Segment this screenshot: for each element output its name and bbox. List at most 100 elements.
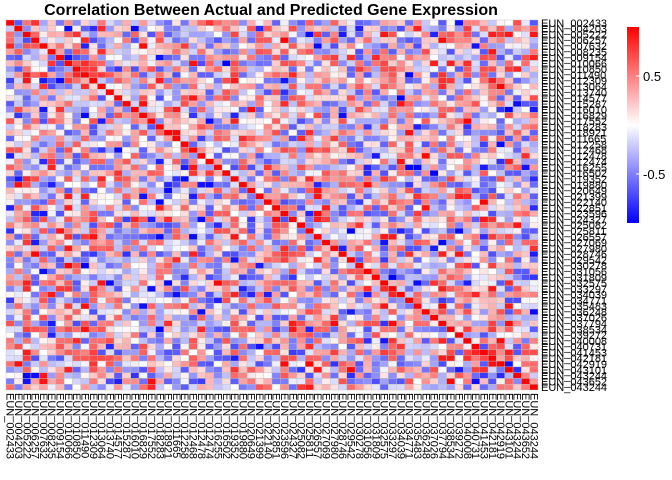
heatmap-cell: [39, 54, 48, 61]
heatmap-cell: [496, 366, 505, 373]
heatmap-cell: [288, 193, 298, 200]
heatmap-cell: [354, 164, 364, 171]
heatmap-cell: [446, 54, 456, 61]
heatmap-cell: [446, 112, 456, 119]
heatmap-cell: [529, 251, 539, 258]
heatmap-cell: [496, 170, 505, 177]
heatmap-cell: [271, 262, 281, 269]
heatmap-cell: [354, 262, 364, 269]
heatmap-cell: [338, 89, 348, 96]
heatmap-cell: [363, 343, 372, 350]
heatmap-cell: [80, 83, 90, 90]
heatmap-cell: [296, 314, 306, 321]
heatmap-cell: [329, 279, 339, 287]
heatmap-cell: [188, 118, 198, 125]
heatmap-cell: [72, 279, 82, 287]
heatmap-cell: [363, 118, 372, 125]
heatmap-cell: [221, 146, 231, 154]
heatmap-cell: [371, 152, 381, 159]
heatmap-cell: [454, 71, 464, 79]
heatmap-cell: [230, 71, 239, 79]
heatmap-cell: [396, 227, 406, 235]
row-label: EUN_025811: [541, 226, 606, 238]
heatmap-cell: [246, 355, 256, 362]
heatmap-cell: [14, 89, 23, 96]
heatmap-cell: [338, 19, 348, 26]
heatmap-cell: [63, 31, 73, 38]
heatmap-cell: [371, 349, 381, 356]
heatmap-cell: [305, 54, 314, 61]
heatmap-cell: [421, 326, 431, 333]
heatmap-cell: [379, 279, 389, 287]
heatmap-cell: [230, 210, 239, 217]
heatmap-cell: [147, 314, 156, 321]
heatmap-cell: [496, 37, 505, 44]
heatmap-cell: [230, 187, 239, 194]
heatmap-cell: [63, 384, 73, 391]
heatmap-cell: [462, 66, 472, 73]
heatmap-cell: [39, 19, 48, 26]
heatmap-cell: [230, 60, 239, 67]
heatmap-cell: [321, 48, 331, 55]
heatmap-cell: [504, 326, 514, 333]
heatmap-cell: [39, 239, 48, 246]
heatmap-cell: [80, 146, 90, 154]
heatmap-cell: [30, 274, 40, 281]
heatmap-cell: [338, 112, 348, 119]
row-label: EUN_022851: [541, 203, 607, 215]
heatmap-cell: [80, 251, 90, 258]
heatmap-cell: [30, 378, 40, 385]
heatmap-cell: [396, 158, 406, 165]
heatmap-cell: [529, 164, 539, 171]
heatmap-cell: [529, 135, 539, 142]
heatmap-cell: [14, 77, 23, 84]
heatmap-cell: [421, 297, 431, 304]
heatmap-cell: [371, 326, 381, 333]
heatmap-cell: [147, 146, 156, 154]
heatmap-cell: [371, 60, 381, 67]
heatmap-cell: [39, 187, 48, 194]
heatmap-cell: [47, 210, 57, 217]
heatmap-cell: [438, 331, 447, 339]
heatmap-cell: [113, 308, 123, 316]
heatmap-cell: [321, 135, 331, 142]
heatmap-cell: [97, 216, 106, 223]
heatmap-cell: [504, 245, 514, 252]
heatmap-cell: [22, 251, 32, 258]
heatmap-cell: [421, 360, 431, 368]
heatmap-cell: [238, 89, 248, 96]
heatmap-cell: [288, 141, 298, 148]
heatmap-cell: [504, 106, 514, 113]
heatmap-cell: [238, 100, 248, 107]
heatmap-cell: [471, 146, 481, 154]
heatmap-cell: [196, 256, 206, 264]
heatmap-cell: [255, 77, 264, 84]
heatmap-cell: [421, 279, 431, 287]
heatmap-cell: [205, 54, 215, 61]
heatmap-cell: [122, 308, 131, 316]
heatmap-cell: [454, 279, 464, 287]
heatmap-cell: [130, 106, 140, 113]
heatmap-cell: [421, 337, 431, 344]
heatmap-cell: [338, 360, 348, 368]
row-label: EUN_012258: [541, 139, 607, 151]
heatmap-cell: [80, 106, 90, 113]
heatmap-cell: [221, 129, 231, 136]
heatmap-cell: [39, 129, 48, 136]
heatmap-cell: [379, 308, 389, 316]
heatmap-cell: [504, 372, 514, 379]
heatmap-cell: [63, 19, 73, 26]
heatmap-cell: [280, 291, 289, 298]
heatmap-cell: [446, 83, 456, 90]
heatmap-cell: [130, 31, 140, 38]
heatmap-cell: [5, 152, 15, 159]
heatmap-cell: [88, 349, 98, 356]
heatmap-cell: [80, 37, 90, 44]
heatmap-cell: [429, 326, 439, 333]
heatmap-cell: [22, 175, 32, 183]
heatmap-cell: [22, 227, 32, 235]
heatmap-cell: [379, 199, 389, 206]
heatmap-cell: [388, 94, 397, 102]
heatmap-cell: [288, 372, 298, 379]
heatmap-cell: [138, 100, 148, 107]
